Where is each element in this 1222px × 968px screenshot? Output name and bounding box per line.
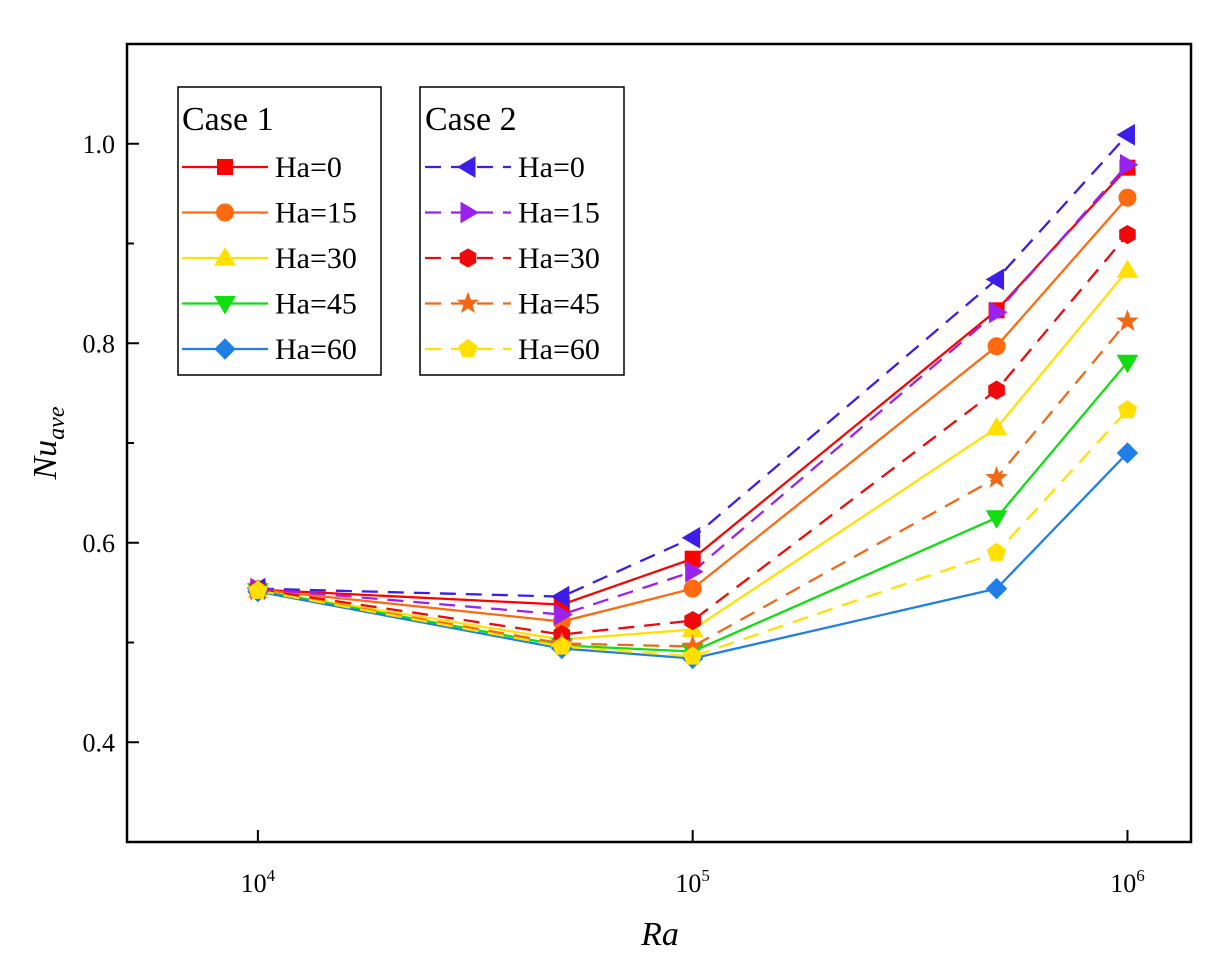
- y-tick-label: 1.0: [83, 130, 116, 159]
- legend-label: Ha=60: [518, 333, 600, 366]
- legend-marker: [459, 248, 477, 268]
- data-point: [248, 580, 268, 599]
- legend-marker: [214, 296, 236, 315]
- legend-label: Ha=0: [518, 151, 585, 184]
- data-point: [1119, 153, 1139, 176]
- data-point: [683, 646, 703, 665]
- y-tick-label: 0.6: [83, 529, 116, 558]
- data-point: [552, 636, 572, 655]
- x-axis-label: Ra: [640, 916, 679, 953]
- legend-label: Ha=45: [518, 288, 600, 321]
- legend-label: Ha=0: [275, 151, 342, 184]
- data-point: [1116, 309, 1139, 331]
- legend-marker: [214, 247, 236, 266]
- data-point: [989, 301, 1008, 324]
- data-point: [985, 268, 1005, 291]
- data-point: [988, 380, 1005, 400]
- legend-box: [419, 86, 625, 376]
- data-point: [986, 542, 1007, 561]
- data-point: [1116, 123, 1135, 146]
- legend-title: Case 2: [425, 101, 517, 138]
- data-point: [1119, 224, 1136, 245]
- data-point: [550, 585, 570, 608]
- y-tick-label: 0.8: [83, 329, 116, 358]
- data-point: [1116, 354, 1139, 374]
- x-axis-ticks: 104 105 106: [241, 830, 1145, 898]
- y-tick-label: 0.4: [83, 728, 116, 757]
- data-point: [1116, 442, 1139, 464]
- data-point: [685, 560, 704, 583]
- legend-item: Ha=15: [182, 197, 357, 230]
- legend-label: Ha=30: [275, 242, 357, 275]
- series-markers-case2-ha60: [248, 399, 1138, 665]
- legend-label: Ha=45: [275, 288, 357, 321]
- data-point: [985, 577, 1008, 600]
- legend-title: Case 1: [182, 101, 274, 138]
- legend-marker: [457, 156, 476, 178]
- legend-label: Ha=15: [275, 197, 357, 230]
- series-layer: [246, 123, 1139, 670]
- data-point: [681, 526, 701, 549]
- legend-label: Ha=15: [518, 197, 600, 230]
- legend-marker: [456, 291, 480, 314]
- legend-marker: [216, 203, 234, 222]
- data-point: [985, 417, 1008, 436]
- y-axis-ticks: 0.4 0.6 0.8 1.0: [83, 130, 139, 757]
- x-tick-label: 106: [1110, 866, 1145, 898]
- legend-item: Ha=15: [425, 197, 600, 230]
- data-point: [684, 610, 701, 631]
- legend-item: Ha=60: [182, 333, 357, 366]
- x-tick-label: 105: [675, 866, 710, 898]
- legend-item: Ha=0: [425, 151, 585, 184]
- data-point: [554, 603, 573, 626]
- data-point: [683, 579, 702, 598]
- x-tick-label: 104: [241, 866, 276, 898]
- legend-box: [177, 86, 382, 376]
- legend-case-2: Case 2 Ha=0 Ha=15 Ha=30 Ha=45 Ha=60: [419, 86, 625, 376]
- legend-item: Ha=30: [182, 242, 357, 275]
- data-point: [1116, 259, 1139, 278]
- data-point: [985, 510, 1008, 529]
- legend-marker: [458, 338, 478, 358]
- legend-case-1: Case 1 Ha=0 Ha=15 Ha=30 Ha=45 Ha=60: [177, 86, 382, 376]
- legend-item: Ha=45: [182, 288, 357, 321]
- legend-item: Ha=30: [425, 242, 600, 275]
- series-case2-ha30: [257, 233, 1129, 636]
- y-axis-label: Nuave: [27, 406, 70, 480]
- legend-item: Ha=45: [425, 288, 600, 321]
- data-point: [985, 465, 1008, 488]
- data-point: [1118, 188, 1137, 207]
- series-line: [257, 233, 1129, 636]
- legend-item: Ha=0: [182, 151, 342, 184]
- legend-marker: [214, 338, 236, 360]
- data-point: [1117, 399, 1138, 419]
- legend-marker: [217, 159, 233, 175]
- legend-label: Ha=60: [275, 333, 357, 366]
- legend-label: Ha=30: [518, 242, 600, 275]
- legend-item: Ha=60: [425, 333, 600, 366]
- legend-marker: [460, 201, 479, 224]
- data-point: [987, 337, 1006, 356]
